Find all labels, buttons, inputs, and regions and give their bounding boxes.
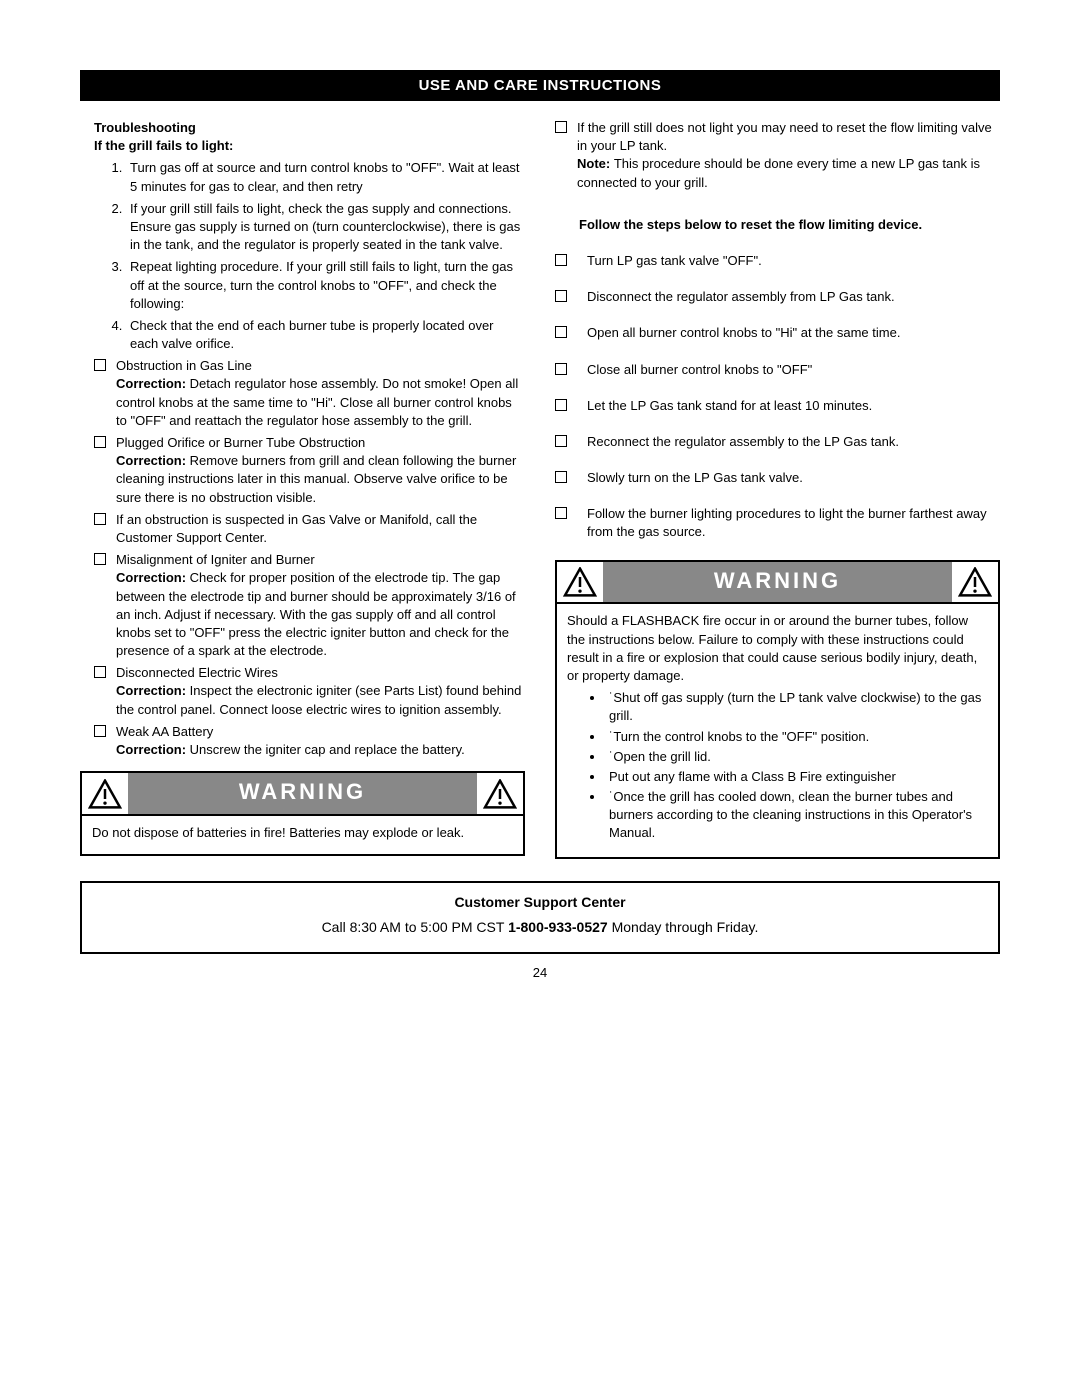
reset-step-text: Disconnect the regulator assembly from L… xyxy=(587,288,1000,306)
check-item: Misalignment of Igniter and Burner Correc… xyxy=(94,551,525,660)
warning-icon xyxy=(557,562,603,603)
reset-heading: Follow the steps below to reset the flow… xyxy=(579,216,1000,234)
note-label: Note: xyxy=(577,156,614,171)
warning-bullet: ˙Open the grill lid. xyxy=(605,748,988,766)
warning-bullets: ˙Shut off gas supply (turn the LP tank v… xyxy=(605,689,988,843)
support-title: Customer Support Center xyxy=(82,893,998,913)
warning-icon xyxy=(82,773,128,814)
check-item: Plugged Orifice or Burner Tube Obstructi… xyxy=(94,434,525,507)
warning-bullet: ˙Once the grill has cooled down, clean t… xyxy=(605,788,988,843)
support-box: Customer Support Center Call 8:30 AM to … xyxy=(80,881,1000,954)
intro-text-2: This procedure should be done every time… xyxy=(577,156,980,189)
check-item: Obstruction in Gas LineCorrection: Detac… xyxy=(94,357,525,430)
troubleshooting-heading: Troubleshooting xyxy=(94,119,525,137)
step-item: If your grill still fails to light, chec… xyxy=(126,200,525,255)
intro-check-item: If the grill still does not light you ma… xyxy=(555,119,1000,192)
warning-bullet: ˙Turn the control knobs to the "OFF" pos… xyxy=(605,728,988,746)
correction-label: Correction: xyxy=(116,453,190,468)
check-title: Disconnected Electric Wires xyxy=(116,665,278,680)
reset-step-text: Open all burner control knobs to "Hi" at… xyxy=(587,324,1000,342)
reset-step-item: Close all burner control knobs to "OFF" xyxy=(555,361,1000,379)
numbered-steps: Turn gas off at source and turn control … xyxy=(126,159,525,353)
support-post: Monday through Friday. xyxy=(608,919,759,935)
reset-step-item: Let the LP Gas tank stand for at least 1… xyxy=(555,397,1000,415)
correction-label: Correction: xyxy=(116,683,190,698)
two-column-layout: Troubleshooting If the grill fails to li… xyxy=(80,119,1000,859)
warning-box-battery: WARNING Do not dispose of batteries in f… xyxy=(80,771,525,856)
reset-step-text: Turn LP gas tank valve "OFF". xyxy=(587,252,1000,270)
reset-step-item: Open all burner control knobs to "Hi" at… xyxy=(555,324,1000,342)
correction-label: Correction: xyxy=(116,570,190,585)
reset-step-item: Turn LP gas tank valve "OFF". xyxy=(555,252,1000,270)
reset-step-text: Let the LP Gas tank stand for at least 1… xyxy=(587,397,1000,415)
check-title: Obstruction in Gas Line xyxy=(116,358,252,373)
fails-to-light-heading: If the grill fails to light: xyxy=(94,137,525,155)
step-item: Check that the end of each burner tube i… xyxy=(126,317,525,353)
warning-body: Should a FLASHBACK fire occur in or arou… xyxy=(557,604,998,856)
warning-intro: Should a FLASHBACK fire occur in or arou… xyxy=(567,612,988,685)
intro-text-1: If the grill still does not light you ma… xyxy=(577,120,992,153)
warning-icon xyxy=(952,562,998,603)
support-phone: 1-800-933-0527 xyxy=(508,919,608,935)
check-item: If an obstruction is suspected in Gas Va… xyxy=(94,511,525,547)
reset-step-text: Slowly turn on the LP Gas tank valve. xyxy=(587,469,1000,487)
warning-box-flashback: WARNING Should a FLASHBACK fire occur in… xyxy=(555,560,1000,859)
check-title: Plugged Orifice or Burner Tube Obstructi… xyxy=(116,435,365,450)
check-item: Disconnected Electric WiresCorrection: I… xyxy=(94,664,525,719)
warning-icon xyxy=(477,773,523,814)
check-title: Weak AA Battery xyxy=(116,724,213,739)
reset-step-item: Slowly turn on the LP Gas tank valve. xyxy=(555,469,1000,487)
reset-step-item: Disconnect the regulator assembly from L… xyxy=(555,288,1000,306)
reset-step-item: Reconnect the regulator assembly to the … xyxy=(555,433,1000,451)
reset-step-text: Close all burner control knobs to "OFF" xyxy=(587,361,1000,379)
page-number: 24 xyxy=(80,964,1000,982)
reset-steps-list: Turn LP gas tank valve "OFF". Disconnect … xyxy=(555,252,1000,542)
left-column: Troubleshooting If the grill fails to li… xyxy=(80,119,525,859)
warning-title: WARNING xyxy=(128,773,477,814)
warning-title: WARNING xyxy=(603,562,952,603)
check-list: Obstruction in Gas LineCorrection: Detac… xyxy=(80,357,525,759)
step-item: Repeat lighting procedure. If your grill… xyxy=(126,258,525,313)
correction-label: Correction: xyxy=(116,376,190,391)
check-item: Weak AA Battery Correction: Unscrew the i… xyxy=(94,723,525,759)
warning-bullet: Put out any flame with a Class B Fire ex… xyxy=(605,768,988,786)
correction-text: Unscrew the igniter cap and replace the … xyxy=(190,742,465,757)
correction-label: Correction: xyxy=(116,742,190,757)
section-header: USE AND CARE INSTRUCTIONS xyxy=(80,70,1000,101)
check-title: If an obstruction is suspected in Gas Va… xyxy=(116,512,477,545)
check-title: Misalignment of Igniter and Burner xyxy=(116,552,315,567)
right-column: If the grill still does not light you ma… xyxy=(555,119,1000,859)
warning-body: Do not dispose of batteries in fire! Bat… xyxy=(82,816,523,854)
warning-bullet: ˙Shut off gas supply (turn the LP tank v… xyxy=(605,689,988,725)
step-item: Turn gas off at source and turn control … xyxy=(126,159,525,195)
reset-step-text: Follow the burner lighting procedures to… xyxy=(587,505,1000,541)
support-text: Call 8:30 AM to 5:00 PM CST 1-800-933-05… xyxy=(82,918,998,938)
reset-step-text: Reconnect the regulator assembly to the … xyxy=(587,433,1000,451)
reset-step-item: Follow the burner lighting procedures to… xyxy=(555,505,1000,541)
support-pre: Call 8:30 AM to 5:00 PM CST xyxy=(322,919,509,935)
